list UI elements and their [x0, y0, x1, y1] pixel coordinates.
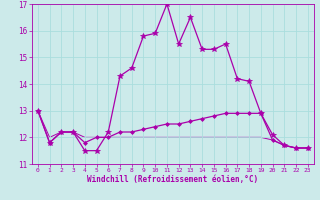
X-axis label: Windchill (Refroidissement éolien,°C): Windchill (Refroidissement éolien,°C) — [87, 175, 258, 184]
